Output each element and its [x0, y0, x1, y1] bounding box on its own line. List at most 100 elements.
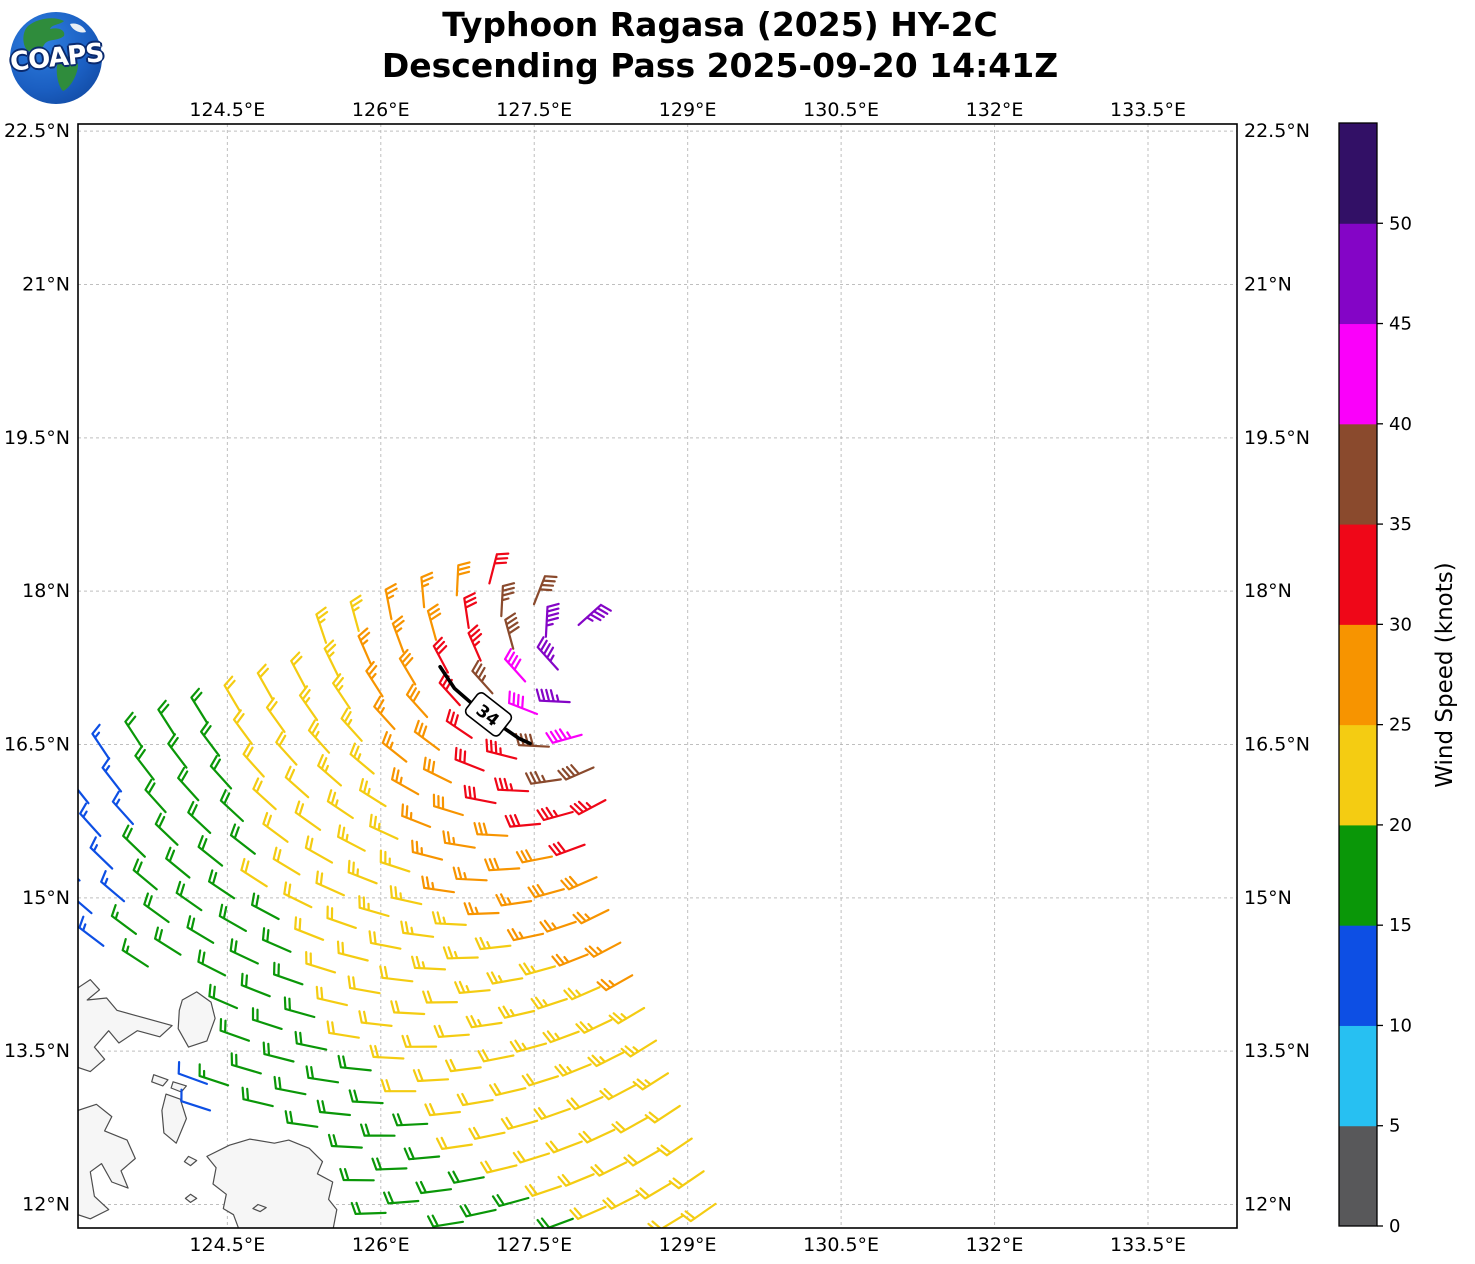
wind-barb [294, 800, 322, 831]
wind-barb [590, 1161, 628, 1177]
wind-barb [283, 996, 316, 1019]
wind-barb [535, 688, 571, 704]
island-coastline [183, 1155, 198, 1167]
wind-barb [326, 905, 357, 929]
wind-barb [175, 880, 203, 912]
wind-barb [647, 1214, 684, 1228]
wind-barb [305, 1065, 340, 1084]
y-tick-label-left: 13.5°N [4, 1040, 70, 1062]
wind-barb [365, 661, 384, 698]
wind-barb [326, 789, 354, 820]
wind-barb [400, 920, 435, 938]
wind-barb [265, 697, 286, 733]
plot-title: Typhoon Ragasa (2025) HY-2C Descending P… [0, 4, 1440, 86]
wind-barb [431, 911, 467, 926]
wind-barb [599, 1084, 637, 1101]
wind-barb [455, 561, 471, 597]
wind-barb [424, 1103, 461, 1117]
wind-barb [78, 915, 105, 947]
wind-barb [327, 1133, 363, 1149]
wind-barb [368, 930, 402, 950]
wind-barb [569, 1205, 607, 1220]
colorbar-tick-label: 5 [1389, 1116, 1400, 1137]
wind-barb [298, 685, 319, 722]
x-tick-label-bottom: 129°E [659, 1234, 717, 1256]
y-tick-label-right: 18°N [1244, 580, 1292, 602]
wind-barb [566, 1096, 604, 1111]
wind-barb [415, 1180, 453, 1195]
colorbar-segment [1339, 1125, 1377, 1227]
wind-barb [208, 983, 239, 1010]
y-tick-label-left: 19.5°N [4, 427, 70, 449]
wind-barb [165, 846, 191, 879]
wind-barb [240, 857, 268, 888]
wind-barb [420, 571, 434, 609]
colorbar-tick-label: 45 [1389, 314, 1412, 335]
wind-barb [445, 1058, 482, 1073]
y-tick-label-right: 19.5°N [1244, 427, 1310, 449]
wind-barb [403, 1147, 441, 1161]
colorbar-segment [1339, 423, 1377, 525]
wind-barb [290, 651, 307, 689]
wind-barb [256, 663, 274, 701]
colorbar-segment [1339, 724, 1377, 826]
x-tick-label-top: 129°E [659, 99, 717, 121]
wind-barb [557, 764, 595, 781]
wind-barb [91, 723, 111, 760]
wind-barb [232, 709, 253, 745]
wind-barb [494, 777, 530, 793]
y-tick-label-left: 16.5°N [4, 733, 70, 755]
wind-barb [577, 603, 612, 626]
colorbar-segment [1339, 524, 1377, 625]
colorbar-segment [1339, 223, 1377, 325]
wind-barb [438, 671, 461, 707]
gridlines [78, 124, 1237, 1228]
wind-barb [463, 902, 500, 916]
wind-barb [484, 857, 521, 872]
wind-barb [405, 683, 429, 719]
coaps-logo: COAPS [9, 12, 105, 104]
wind-barb [390, 1000, 426, 1016]
wind-barb [602, 1193, 640, 1210]
wind-barb [229, 823, 256, 855]
wind-barb [486, 971, 524, 985]
colorbar: 0 5 10 15 20 25 30 35 40 45 50 [1338, 122, 1412, 1237]
wind-barb [491, 1194, 530, 1208]
colorbar-tick-label: 30 [1389, 614, 1412, 635]
wind-barb [326, 1020, 360, 1039]
island-coastline [151, 1074, 169, 1087]
wind-barb [413, 719, 441, 751]
colorbar-segment [1339, 925, 1377, 1026]
wind-barb [251, 892, 280, 921]
wind-barb [315, 606, 329, 644]
axis-tick-labels: 124.5°E 124.5°E 126°E 126°E 127.5°E 127.5°E 12… [4, 99, 1310, 1256]
wind-barb [167, 733, 188, 769]
island-coastline [252, 1203, 267, 1213]
wind-barb [79, 802, 102, 837]
wind-barb [635, 1182, 672, 1200]
greenland-icecap [70, 23, 86, 33]
wind-barb [401, 803, 432, 828]
wind-barb [360, 1123, 396, 1137]
y-tick-label-left: 21°N [22, 273, 70, 295]
wind-barb [350, 1201, 387, 1215]
wind-barb [154, 926, 182, 956]
wind-barb [680, 1202, 717, 1223]
wind-barb [539, 919, 577, 933]
wind-barb [154, 812, 179, 846]
wind-barb [512, 1150, 551, 1164]
colorbar-tick-label: 50 [1389, 213, 1412, 234]
wind-barb [339, 1167, 375, 1182]
wind-barb [575, 1018, 613, 1034]
wind-barb [369, 813, 399, 840]
y-tick-label-left: 12°N [22, 1193, 70, 1215]
wind-barb [421, 875, 455, 894]
wind-barb [240, 972, 271, 998]
wind-barb [504, 814, 542, 828]
continent-north-america [23, 18, 65, 53]
wind-barb [454, 746, 485, 772]
wind-barb [412, 1068, 450, 1083]
wind-barb [177, 1061, 208, 1085]
wind-barb [544, 602, 560, 638]
